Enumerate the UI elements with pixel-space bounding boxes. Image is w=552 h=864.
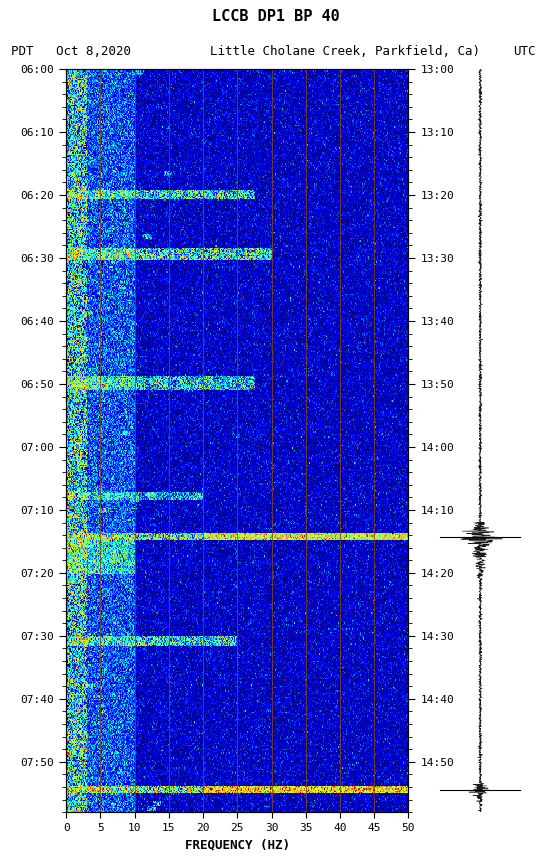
- Text: UTC: UTC: [513, 45, 535, 59]
- X-axis label: FREQUENCY (HZ): FREQUENCY (HZ): [185, 838, 290, 851]
- Text: PDT   Oct 8,2020: PDT Oct 8,2020: [11, 45, 131, 59]
- Text: LCCB DP1 BP 40: LCCB DP1 BP 40: [212, 10, 340, 24]
- Text: Little Cholane Creek, Parkfield, Ca): Little Cholane Creek, Parkfield, Ca): [210, 45, 480, 59]
